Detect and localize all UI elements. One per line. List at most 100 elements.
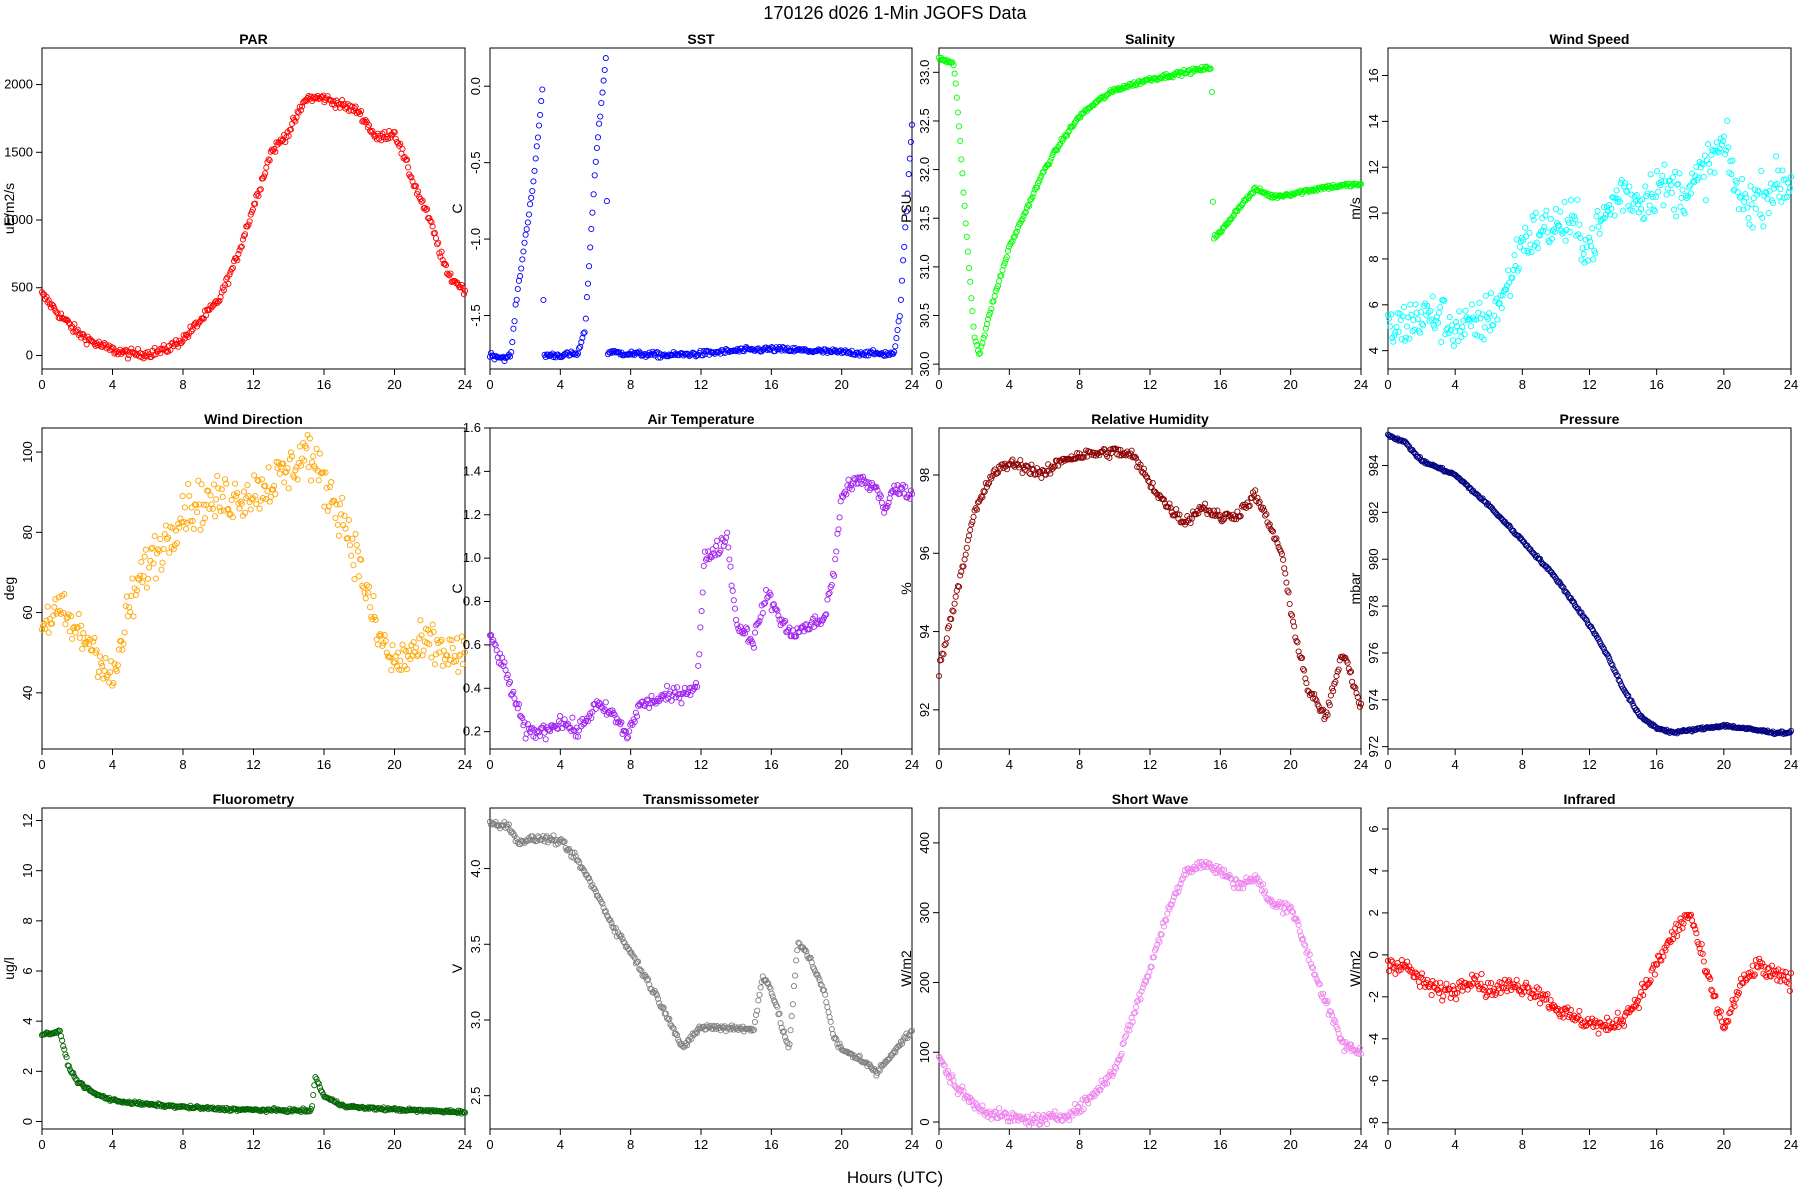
data-point <box>314 1079 321 1086</box>
data-point <box>1531 994 1538 1001</box>
data-point <box>1037 1121 1044 1128</box>
data-point <box>1018 217 1025 224</box>
x-tick-label: 8 <box>627 1137 634 1152</box>
y-tick-label: 1.4 <box>463 463 481 478</box>
data-point <box>1613 671 1620 678</box>
data-point <box>1708 986 1715 993</box>
data-point <box>283 468 290 475</box>
data-point <box>764 346 771 353</box>
data-point <box>214 472 221 479</box>
x-tick-label: 20 <box>834 757 848 772</box>
data-point <box>694 1029 701 1037</box>
data-point <box>399 641 406 648</box>
data-point <box>163 536 171 543</box>
data-point <box>228 497 235 504</box>
data-point <box>572 733 579 740</box>
data-point <box>461 1109 469 1116</box>
y-tick-label: -8 <box>1366 1117 1381 1129</box>
data-point <box>959 170 966 177</box>
data-point <box>1588 243 1595 250</box>
data-point <box>1282 191 1289 198</box>
data-point <box>1779 167 1786 174</box>
data-point <box>234 257 241 264</box>
data-point <box>653 992 661 999</box>
data-point <box>1484 979 1492 986</box>
data-point <box>667 352 674 359</box>
data-point <box>1673 213 1680 220</box>
data-point <box>1298 654 1306 661</box>
data-point <box>1526 229 1533 237</box>
data-point <box>1239 885 1247 892</box>
data-point <box>147 1100 154 1107</box>
data-point <box>1653 168 1661 175</box>
data-point <box>1333 673 1340 680</box>
data-point <box>221 282 229 289</box>
plot-frame <box>1387 807 1792 1130</box>
data-point <box>284 465 291 472</box>
data-point <box>896 490 903 497</box>
data-point <box>1485 988 1493 996</box>
data-point <box>1000 1110 1007 1117</box>
data-point <box>1411 326 1418 333</box>
data-point <box>424 205 431 213</box>
data-point <box>825 591 832 598</box>
data-point <box>1647 977 1654 984</box>
x-tick-label: 12 <box>1582 757 1596 772</box>
data-point <box>1259 504 1267 511</box>
series-8 <box>38 1027 469 1117</box>
data-point <box>1131 1009 1139 1016</box>
data-point <box>1006 1114 1013 1121</box>
data-point <box>1579 245 1586 252</box>
y-tick-label: 400 <box>917 832 932 854</box>
data-point <box>189 326 196 333</box>
data-point <box>658 692 665 699</box>
x-tick-label: 4 <box>1006 757 1013 772</box>
data-point <box>891 482 898 489</box>
data-point <box>1446 314 1453 321</box>
data-point <box>1332 678 1339 686</box>
data-point <box>960 189 967 196</box>
data-point <box>1576 221 1583 228</box>
data-point <box>1705 972 1712 979</box>
data-point <box>387 654 394 661</box>
data-point <box>211 513 219 520</box>
data-point <box>240 488 248 495</box>
data-point <box>1720 133 1728 140</box>
data-point <box>533 143 540 150</box>
data-point <box>1786 729 1793 736</box>
series-3 <box>1384 117 1795 350</box>
data-point <box>90 638 97 645</box>
data-point <box>1567 197 1574 204</box>
data-point <box>244 482 251 489</box>
data-point <box>702 556 710 563</box>
x-tick-label: 16 <box>764 377 778 392</box>
data-point <box>1719 1024 1726 1031</box>
data-point <box>256 505 263 512</box>
data-point <box>786 1041 793 1048</box>
data-point <box>1621 1022 1628 1029</box>
data-point <box>531 167 538 174</box>
data-point <box>1733 179 1740 186</box>
data-point <box>1590 1023 1597 1030</box>
data-point <box>700 348 707 355</box>
data-point <box>710 349 717 356</box>
data-point <box>1234 207 1241 215</box>
data-point <box>491 640 498 647</box>
data-point <box>276 470 283 477</box>
data-point <box>1700 958 1707 965</box>
data-point <box>350 562 357 569</box>
x-tick-label: 4 <box>1006 377 1013 392</box>
data-point <box>1266 191 1273 198</box>
data-point <box>287 449 294 456</box>
data-point <box>1522 224 1529 231</box>
data-point <box>621 727 628 734</box>
data-point <box>1459 324 1466 331</box>
data-point <box>364 589 371 596</box>
x-tick-label: 16 <box>1649 757 1663 772</box>
y-tick-label: 10 <box>1366 206 1381 220</box>
y-tick-label: 92 <box>917 703 932 717</box>
data-point <box>1646 202 1653 209</box>
data-point <box>1149 479 1156 486</box>
data-point <box>1174 884 1181 891</box>
data-point <box>1559 230 1566 237</box>
